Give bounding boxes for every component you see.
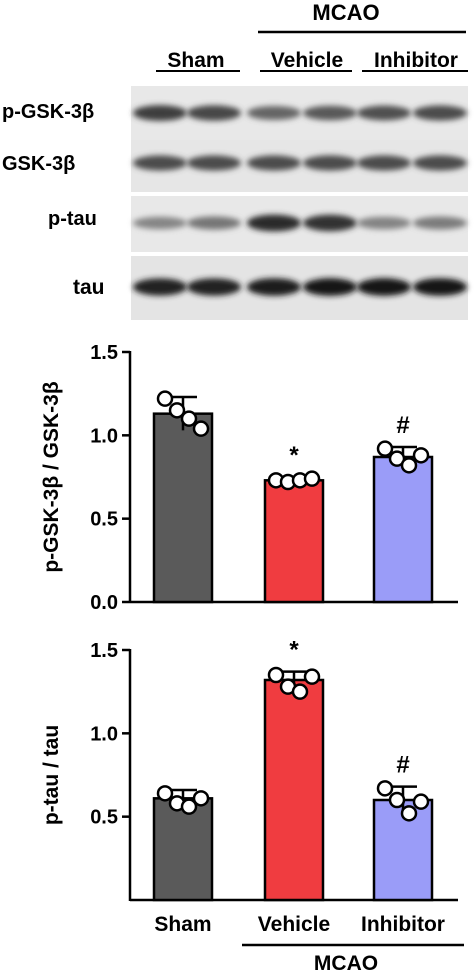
blot-band: [247, 278, 301, 296]
x-tick-label: Inhibitor: [361, 913, 445, 936]
blot-band: [413, 155, 467, 171]
data-point: [412, 447, 430, 464]
y-tick-label: 0.5: [90, 807, 118, 829]
blot-row-label: GSK-3β: [2, 153, 75, 175]
data-point: [156, 390, 174, 407]
blot-row-label: p-GSK-3β: [2, 101, 94, 123]
significance-marker: #: [396, 412, 409, 439]
blot-band: [413, 278, 467, 296]
blot-band: [357, 155, 411, 171]
blot-row-gsk: GSK-3β: [2, 140, 468, 192]
bar-chart-p-gsk-ratio: 0.0 0.5 1.0 1.5 p-GSK-3β / GSK-3β * #: [40, 342, 458, 614]
blot-band: [133, 155, 187, 171]
blot-band: [357, 105, 411, 121]
y-tick-label: 1.5: [90, 640, 118, 662]
blot-row-tau: tau: [73, 256, 468, 320]
significance-marker: #: [396, 752, 409, 779]
data-point: [303, 470, 321, 487]
y-axis-label: p-tau / tau: [40, 725, 63, 825]
bar-sham: [152, 797, 214, 902]
data-point: [192, 420, 210, 437]
significance-marker: *: [289, 442, 299, 469]
y-tick-label: 1.0: [90, 723, 118, 745]
y-tick-label: 1.0: [90, 425, 118, 447]
y-tick-label: 0.0: [90, 592, 118, 614]
blot-band: [247, 155, 301, 171]
y-tick-label: 0.5: [90, 509, 118, 531]
mcao-label-top: MCAO: [312, 0, 379, 25]
data-point: [388, 450, 406, 467]
data-point: [180, 410, 198, 427]
blot-band: [133, 216, 187, 230]
blot-row-label: p-tau: [48, 208, 97, 230]
blot-header: MCAO Sham Vehicle Inhibitor: [156, 0, 468, 72]
blot-band: [247, 106, 301, 120]
blot-band: [133, 105, 187, 121]
data-point: [303, 668, 321, 685]
data-point: [412, 793, 430, 810]
bar-sham: [152, 412, 214, 604]
blot-band: [357, 216, 411, 230]
blot-band: [303, 105, 357, 121]
group-label-sham: Sham: [167, 49, 224, 72]
blot-band: [187, 105, 241, 121]
data-point: [400, 805, 418, 822]
blot-band: [187, 155, 241, 171]
bar-inhibitor: [372, 455, 434, 604]
data-point: [376, 440, 394, 457]
blot-band: [303, 214, 357, 232]
y-tick-label: 1.5: [90, 342, 118, 364]
blot-row-label: tau: [73, 276, 105, 299]
data-point: [400, 457, 418, 474]
data-point: [180, 798, 198, 815]
group-label-inhibitor: Inhibitor: [374, 49, 458, 72]
data-point: [156, 785, 174, 802]
blot-band: [357, 278, 411, 296]
blot-band: [133, 278, 187, 296]
data-point: [388, 791, 406, 809]
data-point: [267, 666, 285, 684]
y-axis-label: p-GSK-3β / GSK-3β: [40, 381, 63, 573]
blot-band: [413, 105, 467, 121]
data-point: [168, 402, 186, 419]
x-tick-label: Vehicle: [258, 913, 330, 936]
blot-row-p-tau: p-tau: [48, 196, 468, 252]
significance-marker: *: [289, 637, 299, 664]
blot-membrane: [131, 140, 468, 192]
blot-band: [187, 216, 241, 230]
x-tick-label: Sham: [154, 913, 211, 936]
bar-vehicle: [263, 678, 325, 902]
data-point: [291, 683, 309, 700]
data-point: [192, 790, 210, 807]
blot-band: [303, 278, 357, 296]
blot-band: [303, 155, 357, 171]
bar-chart-p-tau-ratio: 0.5 1.0 1.5 p-tau / tau * # Sham Vehicle Inhibit…: [40, 637, 464, 973]
bar-vehicle: [263, 479, 325, 604]
mcao-label-bottom: MCAO: [314, 952, 378, 973]
blot-band: [413, 216, 467, 230]
blot-row-p-gsk: p-GSK-3β: [2, 86, 468, 140]
data-point: [376, 780, 394, 797]
blot-band: [247, 214, 301, 232]
blot-band: [187, 278, 241, 296]
group-label-vehicle: Vehicle: [271, 49, 343, 72]
